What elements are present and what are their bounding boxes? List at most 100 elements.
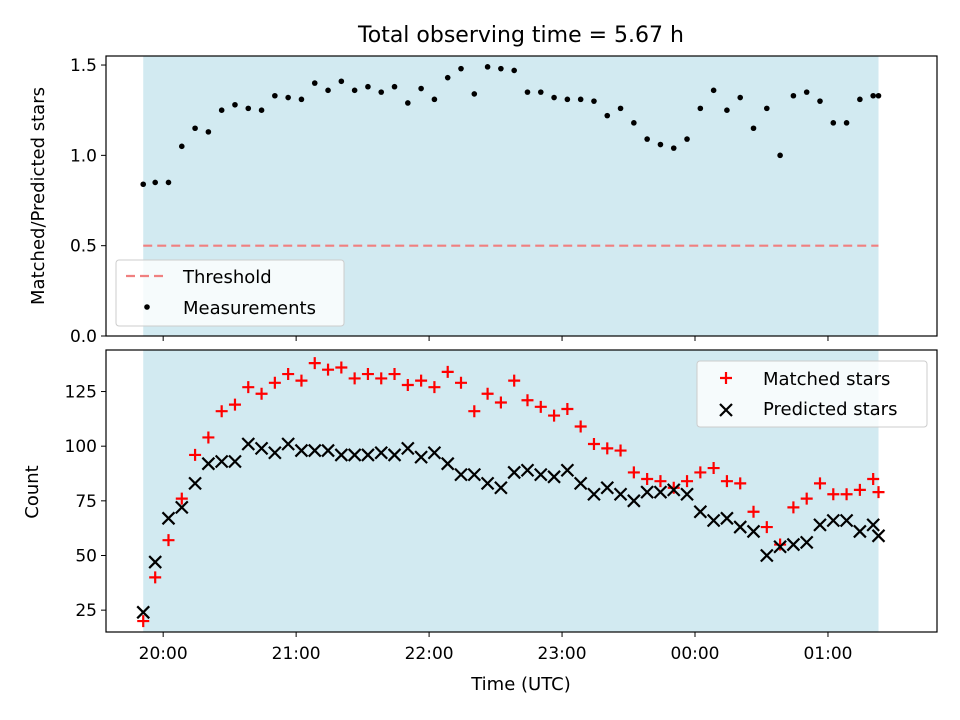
matched-star-point <box>694 466 707 479</box>
predicted-star-point <box>587 487 601 502</box>
predicted-star-point <box>494 480 508 495</box>
legend-matched: Matched stars <box>763 369 890 390</box>
measurement-point <box>631 120 637 126</box>
matched-star-point <box>840 488 853 501</box>
predicted-star-point <box>640 485 654 499</box>
predicted-star-point <box>480 476 495 491</box>
bottom-y-tick-label: 100 <box>65 437 97 457</box>
predicted-star-point <box>786 537 801 552</box>
matched-star-point <box>534 400 547 413</box>
matched-star-point <box>872 486 885 499</box>
matched-star-point <box>441 365 454 378</box>
matched-star-point <box>667 481 680 494</box>
predicted-star-point <box>760 548 774 563</box>
measurement-point <box>564 96 571 103</box>
measurement-point <box>431 96 438 103</box>
matched-star-point <box>574 420 587 433</box>
measurement-point <box>697 105 704 112</box>
measurement-point <box>165 179 172 186</box>
measurement-point <box>391 83 398 90</box>
measurement-point <box>444 74 451 81</box>
bottom-panel: 25 50 75 100 125 20:00 21:00 22:00 23:00 00:00 01… <box>22 349 938 695</box>
matched-star-point <box>707 462 720 475</box>
measurement-point <box>710 87 717 94</box>
predicted-star-point <box>773 539 787 554</box>
legend-measurements: Measurements <box>183 298 316 319</box>
x-tick-label: 20:00 <box>139 644 188 664</box>
matched-star-point <box>641 472 654 485</box>
predicted-star-point <box>573 476 588 491</box>
matched-star-point <box>335 361 348 374</box>
matched-star-point <box>255 387 268 400</box>
predicted-star-point <box>507 465 521 480</box>
x-tick-label: 21:00 <box>272 644 321 664</box>
matched-star-point <box>468 405 481 418</box>
matched-star-point <box>415 374 428 387</box>
matched-star-point <box>508 374 521 387</box>
matched-star-point <box>720 475 733 488</box>
measurement-point <box>232 101 238 108</box>
predicted-star-point <box>214 454 229 469</box>
measurement-point <box>338 78 345 85</box>
predicted-star-point <box>733 520 747 534</box>
measurement-point <box>790 92 797 99</box>
matched-star-point <box>149 571 162 584</box>
measurement-point <box>298 96 305 103</box>
predicted-star-point <box>334 448 349 462</box>
measurement-point <box>591 98 597 104</box>
measurement-point <box>205 129 212 135</box>
matched-star-point <box>455 376 468 389</box>
measurement-point <box>670 145 677 151</box>
predicted-star-point <box>148 555 162 569</box>
measurement-point <box>418 85 424 92</box>
predicted-star-point <box>454 467 468 482</box>
measurement-point <box>817 98 823 104</box>
matched-star-point <box>827 488 840 501</box>
measurement-point <box>192 125 198 132</box>
predicted-star-point <box>560 463 575 478</box>
predicted-star-point <box>706 513 721 528</box>
predicted-star-point <box>467 467 482 482</box>
matched-star-point <box>162 534 175 547</box>
predicted-star-point <box>268 445 282 460</box>
measurement-point <box>737 94 744 101</box>
measurement-point <box>875 92 882 99</box>
predicted-star-point <box>387 448 402 462</box>
predicted-star-point <box>321 443 335 458</box>
measurement-point <box>152 179 158 186</box>
matched-star-point <box>521 394 534 407</box>
predicted-star-point <box>401 441 415 456</box>
measurement-point <box>524 89 531 95</box>
top-axes-frame <box>105 55 938 337</box>
predicted-star-point <box>175 500 189 515</box>
predicted-star-point <box>294 443 309 458</box>
bottom-y-tick-label: 50 <box>75 546 97 566</box>
predicted-star-point <box>201 456 216 471</box>
legend-threshold: Threshold <box>182 267 272 288</box>
measurement-point <box>351 87 358 94</box>
top-legend: Threshold Measurements <box>115 259 345 327</box>
measurement-point <box>178 143 185 150</box>
bottom-legend: Matched stars Predicted stars <box>696 360 928 428</box>
predicted-star-point <box>374 445 389 460</box>
predicted-star-point <box>839 513 854 528</box>
matched-star-point <box>734 477 747 490</box>
matched-star-point <box>867 472 880 485</box>
top-y-ticks: 0.0 0.5 1.0 1.5 <box>70 56 106 347</box>
bottom-y-tick-label: 125 <box>65 383 97 403</box>
matched-star-point <box>774 538 787 551</box>
matched-star-point <box>481 387 494 400</box>
measurement-point <box>617 105 624 112</box>
bottom-y-axis-label: Count <box>22 465 43 518</box>
top-y-tick-label: 1.0 <box>70 146 97 166</box>
predicted-star-point <box>613 487 628 502</box>
matched-star-point <box>295 374 308 387</box>
matched-star-point <box>242 381 255 394</box>
top-panel: 0.0 0.5 1.0 1.5 Matched/Predicted stars Thr… <box>28 55 938 347</box>
measurement-point <box>870 92 876 99</box>
predicted-star-point <box>254 441 269 456</box>
x-axis-label: Time (UTC) <box>470 674 571 695</box>
matched-star-point <box>787 501 800 514</box>
matched-star-point <box>853 483 866 496</box>
x-tick-label: 22:00 <box>405 644 454 664</box>
